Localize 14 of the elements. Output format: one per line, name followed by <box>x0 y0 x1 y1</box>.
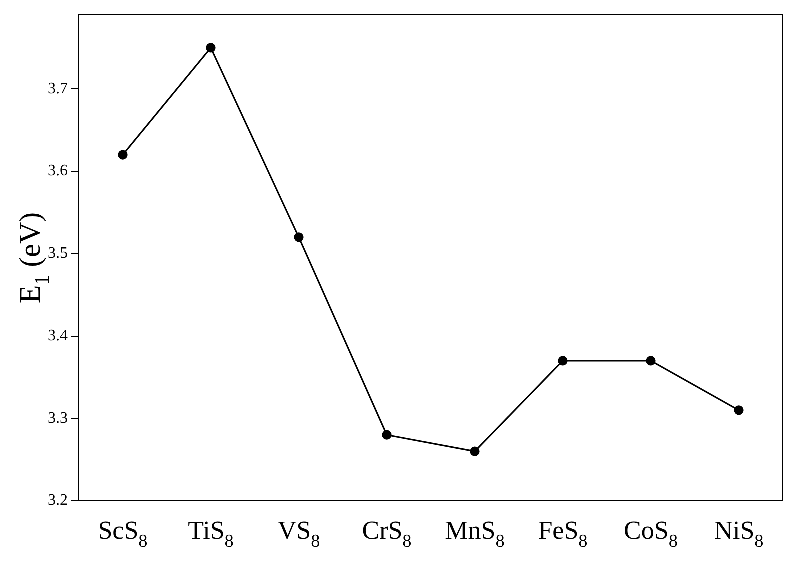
point <box>558 356 568 366</box>
point <box>382 430 392 440</box>
point <box>734 406 744 416</box>
y-tick-label: 3.3 <box>48 410 68 427</box>
y-tick-label: 3.6 <box>48 162 68 180</box>
point <box>118 150 128 160</box>
y-tick-label: 3.7 <box>48 80 68 98</box>
point <box>646 356 656 366</box>
point <box>206 43 216 53</box>
y-tick-label: 3.2 <box>48 492 68 510</box>
point <box>470 446 480 456</box>
y-tick-label: 3.4 <box>48 327 68 344</box>
point <box>294 232 304 242</box>
y-tick-label: 3.5 <box>48 245 68 262</box>
